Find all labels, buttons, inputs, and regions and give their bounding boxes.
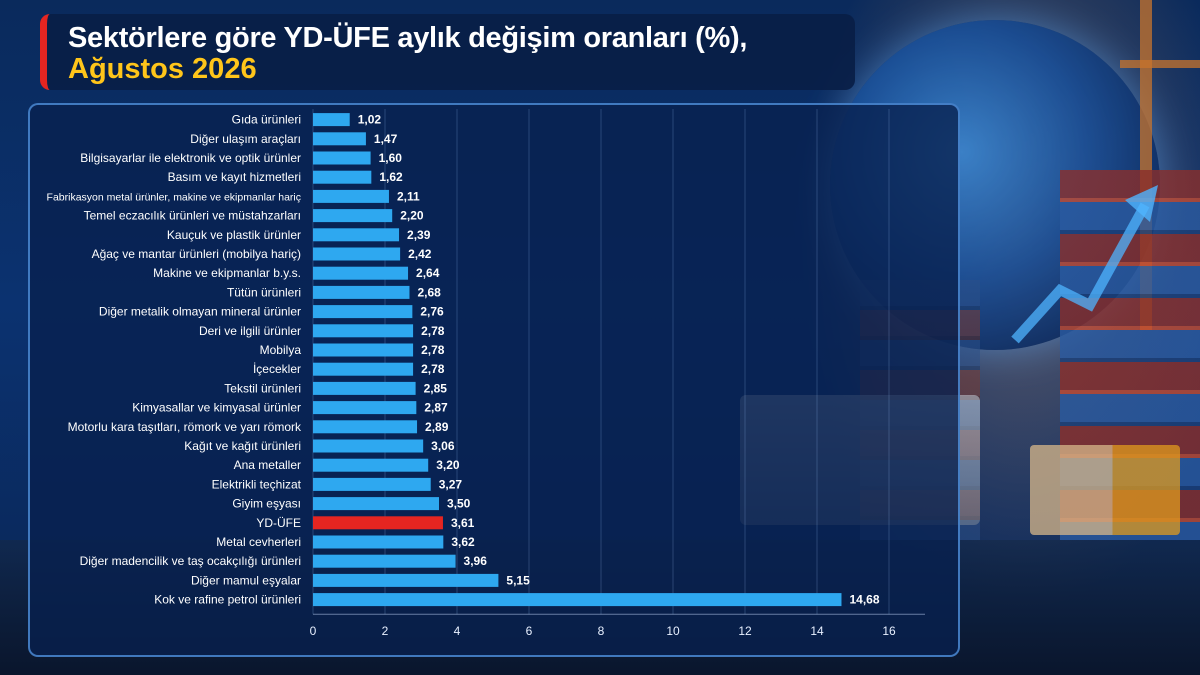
category-label: Makine ve ekipmanlar b.y.s. bbox=[153, 266, 301, 280]
value-label: 2,39 bbox=[407, 228, 431, 242]
category-label: Gıda ürünleri bbox=[232, 113, 301, 127]
bar bbox=[313, 151, 371, 165]
x-tick-label: 8 bbox=[598, 624, 605, 638]
bar bbox=[313, 420, 418, 434]
value-label: 1,60 bbox=[379, 151, 403, 165]
category-label: Giyim eşyası bbox=[232, 497, 301, 511]
value-label: 2,64 bbox=[416, 266, 440, 280]
value-label: 3,27 bbox=[439, 477, 463, 491]
bar bbox=[313, 247, 401, 261]
category-label: Ağaç ve mantar ürünleri (mobilya hariç) bbox=[92, 247, 301, 261]
category-label: Mobilya bbox=[260, 343, 302, 357]
bar-highlight bbox=[313, 516, 443, 530]
x-tick-label: 16 bbox=[882, 624, 896, 638]
category-label: Tekstil ürünleri bbox=[224, 381, 301, 395]
value-label: 2,68 bbox=[417, 285, 441, 299]
crane-arm-image bbox=[1120, 60, 1200, 68]
category-label: İçecekler bbox=[253, 362, 301, 376]
value-label: 14,68 bbox=[849, 593, 879, 607]
value-label: 2,87 bbox=[424, 401, 448, 415]
category-label: Kağıt ve kağıt ürünleri bbox=[184, 439, 301, 453]
category-label: Deri ve ilgili ürünler bbox=[199, 324, 301, 338]
chart-panel: 0 2 4 6 8 10 12 14 16 Gıda ürünleri 1,02 Diğer ulaş… bbox=[28, 103, 960, 657]
category-label: Diğer madencilik ve taş ocakçılığı ürünl… bbox=[80, 554, 301, 568]
x-tick-label: 14 bbox=[810, 624, 824, 638]
bar bbox=[313, 458, 429, 472]
category-label: Metal cevherleri bbox=[216, 535, 301, 549]
value-label: 2,78 bbox=[421, 362, 445, 376]
value-label: 5,15 bbox=[506, 573, 530, 587]
bar bbox=[313, 535, 444, 549]
value-label: 3,50 bbox=[447, 497, 471, 511]
value-label: 1,02 bbox=[358, 113, 382, 127]
x-tick-label: 0 bbox=[310, 624, 317, 638]
category-label: YD-ÜFE bbox=[256, 516, 301, 530]
bar bbox=[313, 324, 414, 338]
category-label: Temel eczacılık ürünleri ve müstahzarlar… bbox=[84, 209, 301, 223]
x-tick-label: 6 bbox=[526, 624, 533, 638]
value-label: 1,62 bbox=[379, 170, 403, 184]
category-label: Diğer metalik olmayan mineral ürünler bbox=[99, 305, 301, 319]
category-label: Ana metaller bbox=[234, 458, 301, 472]
bar bbox=[313, 113, 350, 127]
category-label: Basım ve kayıt hizmetleri bbox=[168, 170, 301, 184]
x-tick-label: 4 bbox=[454, 624, 461, 638]
bar bbox=[313, 170, 372, 184]
bar bbox=[313, 593, 842, 607]
value-label: 2,76 bbox=[420, 305, 444, 319]
category-label: Kok ve rafine petrol ürünleri bbox=[154, 593, 301, 607]
value-label: 2,78 bbox=[421, 343, 445, 357]
bar bbox=[313, 266, 409, 280]
value-label: 3,62 bbox=[451, 535, 475, 549]
bar bbox=[313, 573, 499, 587]
chart-subtitle: Ağustos 2026 bbox=[68, 53, 257, 85]
x-tick-label: 12 bbox=[738, 624, 752, 638]
value-label: 2,42 bbox=[408, 247, 432, 261]
title-box bbox=[40, 14, 855, 90]
category-label: Motorlu kara taşıtları, römork ve yarı r… bbox=[68, 420, 302, 434]
category-label: Kimyasallar ve kimyasal ürünler bbox=[132, 401, 301, 415]
value-label: 2,11 bbox=[397, 189, 420, 203]
bar bbox=[313, 439, 424, 453]
bar bbox=[313, 209, 393, 223]
chart-title: Sektörlere göre YD-ÜFE aylık değişim ora… bbox=[68, 22, 748, 54]
category-label: Fabrikasyon metal ürünler, makine ve eki… bbox=[47, 191, 301, 203]
bar-chart: 0 2 4 6 8 10 12 14 16 Gıda ürünleri 1,02 Diğer ulaş… bbox=[47, 109, 925, 638]
growth-arrow-image bbox=[1011, 185, 1158, 344]
bar bbox=[313, 343, 414, 357]
value-label: 3,61 bbox=[451, 516, 475, 530]
x-tick-label: 2 bbox=[382, 624, 389, 638]
value-label: 3,06 bbox=[431, 439, 455, 453]
bar bbox=[313, 362, 414, 376]
value-label: 3,20 bbox=[436, 458, 460, 472]
category-label: Tütün ürünleri bbox=[227, 285, 301, 299]
category-label: Diğer mamul eşyalar bbox=[191, 573, 301, 587]
value-label: 2,20 bbox=[400, 209, 424, 223]
bar bbox=[313, 228, 400, 242]
bar bbox=[313, 477, 431, 491]
forklift-image bbox=[1030, 445, 1180, 535]
category-label: Bilgisayarlar ile elektronik ve optik ür… bbox=[80, 151, 301, 165]
category-label: Kauçuk ve plastik ürünler bbox=[167, 228, 301, 242]
bar bbox=[313, 285, 410, 299]
bar bbox=[313, 189, 389, 203]
bar bbox=[313, 381, 416, 395]
bar bbox=[313, 132, 366, 146]
value-label: 1,47 bbox=[374, 132, 398, 146]
bar bbox=[313, 305, 413, 319]
value-label: 3,96 bbox=[464, 554, 488, 568]
value-label: 2,78 bbox=[421, 324, 445, 338]
category-label: Elektrikli teçhizat bbox=[212, 477, 302, 491]
value-label: 2,85 bbox=[424, 381, 448, 395]
value-label: 2,89 bbox=[425, 420, 449, 434]
x-tick-label: 10 bbox=[666, 624, 680, 638]
bar bbox=[313, 554, 456, 568]
category-label: Diğer ulaşım araçları bbox=[190, 132, 301, 146]
bar bbox=[313, 401, 417, 415]
bar bbox=[313, 497, 439, 511]
